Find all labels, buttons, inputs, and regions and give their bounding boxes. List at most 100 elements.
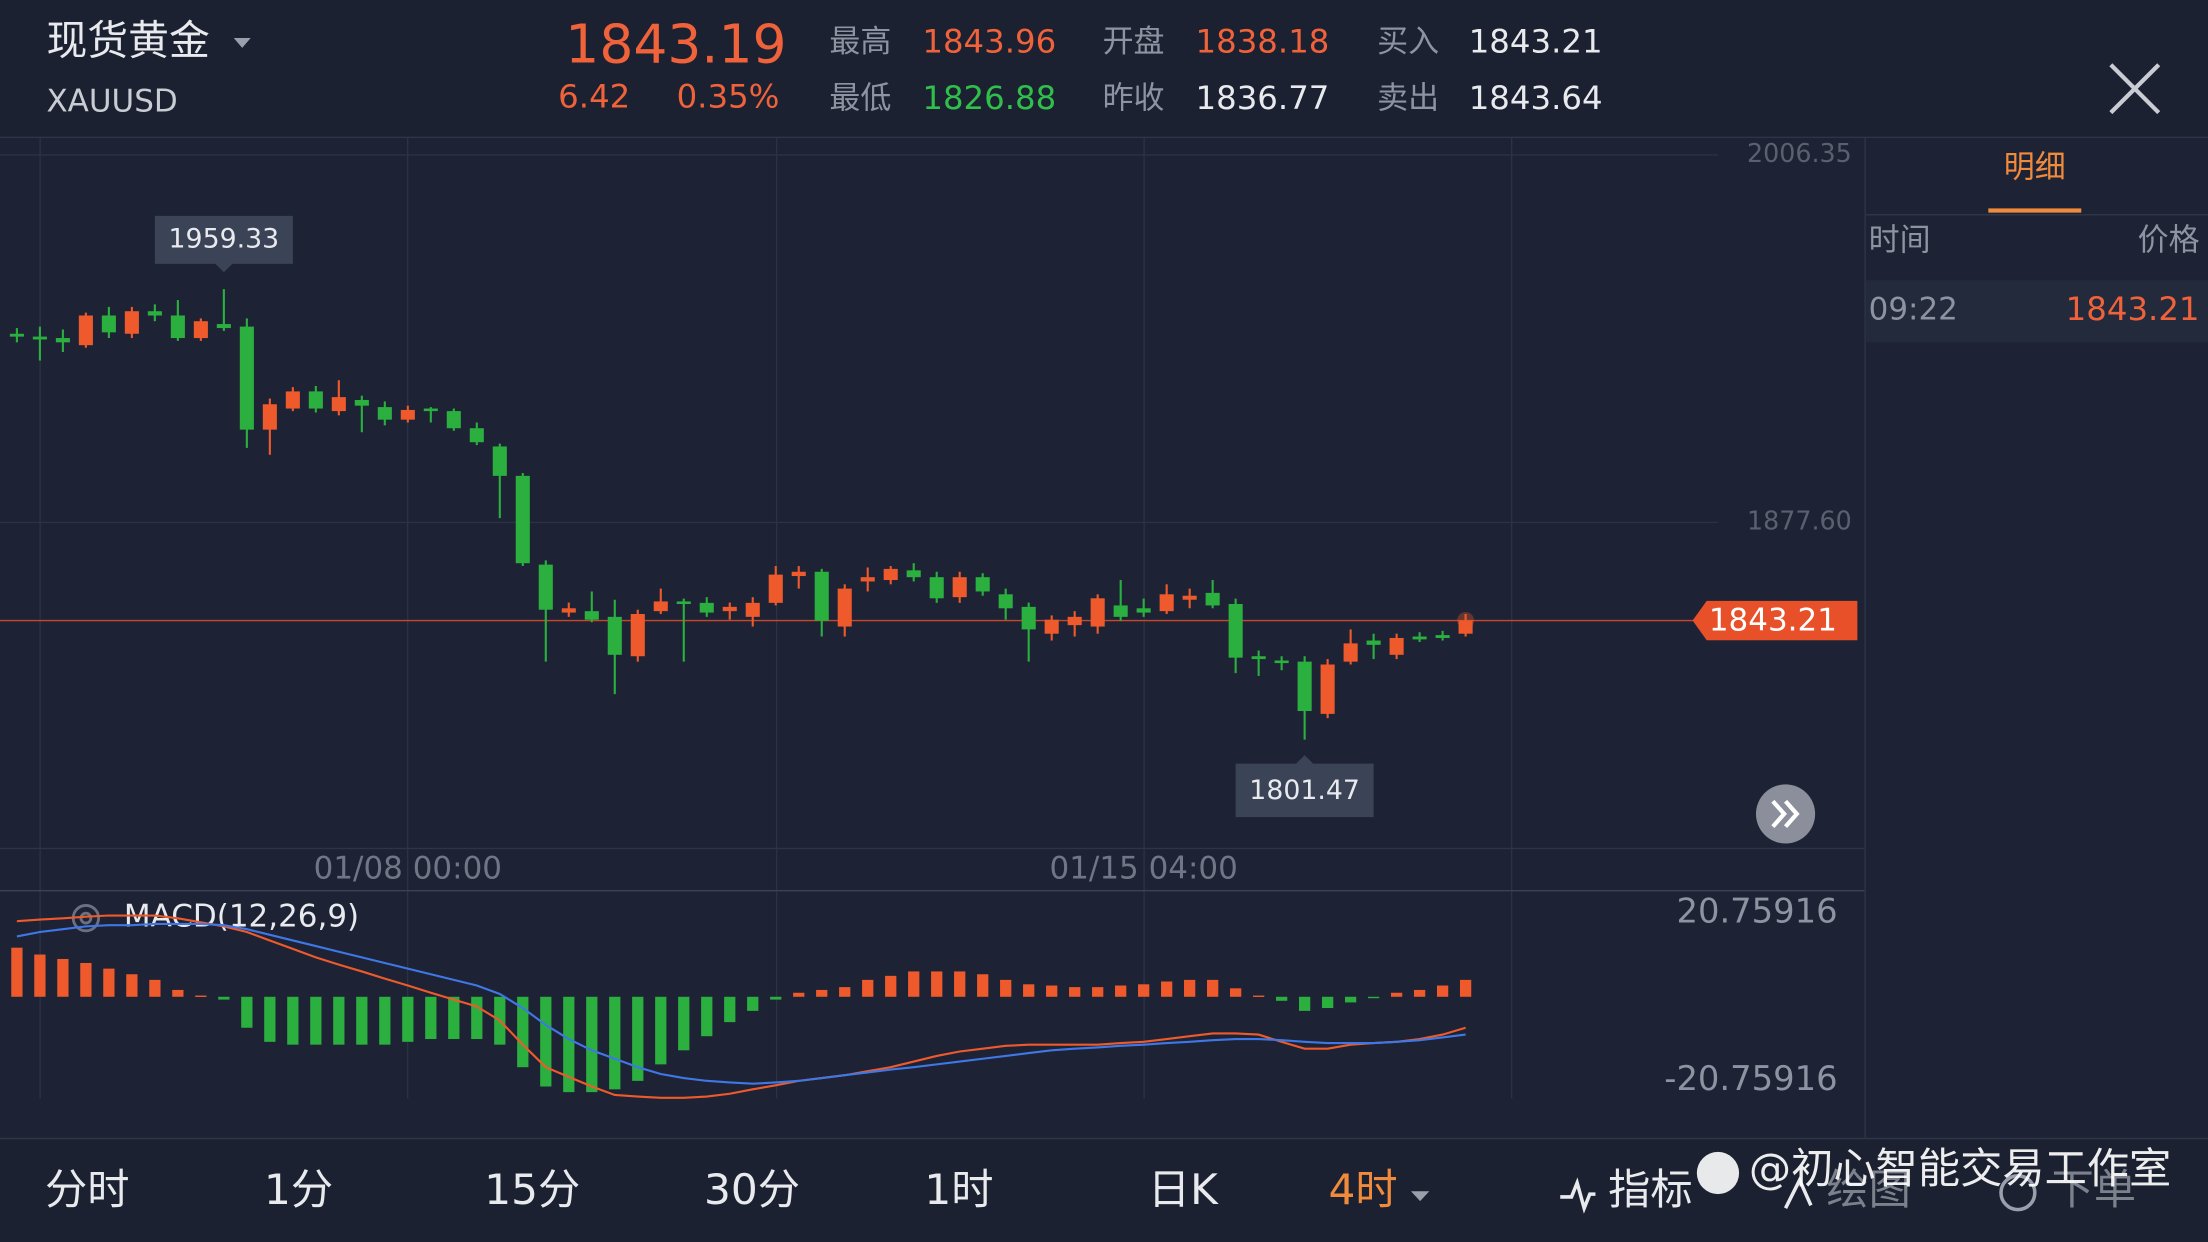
macd-bar (1092, 987, 1104, 997)
candle-body (1412, 636, 1427, 640)
candle-body (1297, 661, 1312, 712)
dropdown-icon[interactable] (233, 38, 251, 48)
candle-body (170, 315, 185, 339)
macd-bar (356, 996, 368, 1045)
candle-body (193, 321, 208, 339)
macd-bar (862, 979, 874, 997)
macd-bar (103, 968, 115, 997)
candle-body (492, 446, 507, 476)
period-tab[interactable]: 4时 (1329, 1165, 1398, 1214)
macd-bar (126, 974, 138, 997)
period-tab[interactable]: 1时 (924, 1165, 993, 1214)
candle-body (653, 601, 668, 612)
candle-body (906, 570, 921, 578)
macd-line (16, 914, 1466, 1099)
candle-body (1274, 660, 1289, 664)
macd-bar (34, 954, 46, 997)
candle-body (101, 315, 116, 333)
column-header: 时间 (1869, 223, 1931, 259)
time-grid (39, 138, 1513, 1099)
stat-value: 1836.77 (1196, 79, 1330, 117)
candle-body (860, 577, 875, 582)
candle-body (377, 407, 392, 420)
x-tick-label: 01/15 04:00 (1049, 851, 1237, 887)
candle-body (354, 399, 369, 406)
candle-body (124, 311, 139, 334)
watermark-logo (1696, 1151, 1740, 1195)
macd-bar (1321, 996, 1334, 1009)
macd-bar (264, 996, 276, 1042)
candle-body (308, 391, 323, 409)
stat-value: 1843.21 (1469, 23, 1603, 61)
candle-body (1067, 616, 1082, 626)
scroll-icon (1771, 799, 1800, 828)
macd-bar (218, 996, 230, 1000)
instrument-name[interactable]: 现货黄金 (46, 17, 209, 65)
detail-row (1865, 280, 2208, 343)
tool-button[interactable]: 绘图 (1826, 1165, 1910, 1214)
candle-body (1320, 664, 1335, 714)
macd-bar (632, 996, 644, 1081)
period-tab[interactable]: 分时 (45, 1165, 129, 1214)
stat-label: 开盘 (1103, 24, 1165, 60)
macd-bar (402, 996, 414, 1042)
macd-bar (241, 996, 253, 1028)
macd-bar (816, 989, 828, 997)
change-pct: 0.35% (677, 78, 780, 116)
header-bar (0, 0, 2208, 137)
indicator-icon (1560, 1177, 1596, 1214)
macd-bar (1023, 984, 1035, 997)
tool-button[interactable]: 下单 (2052, 1165, 2136, 1214)
stat-value: 1843.96 (922, 23, 1056, 61)
low-marker-box (1235, 755, 1374, 818)
stat-value: 1843.64 (1469, 79, 1603, 117)
candle-body (1366, 640, 1381, 645)
macd-bar (333, 996, 345, 1045)
macd-bar (1299, 996, 1311, 1011)
dropdown-icon[interactable] (1410, 1191, 1430, 1202)
macd-bar (11, 947, 23, 997)
macd-bar (1344, 996, 1357, 1003)
macd-bar (540, 996, 552, 1087)
macd-bar (1230, 988, 1242, 997)
macd-bar (793, 992, 805, 997)
candle-body (239, 326, 254, 430)
macd-bar (678, 996, 690, 1051)
macd-bar (448, 996, 460, 1040)
candle-body (676, 601, 691, 605)
candle-body (584, 611, 599, 620)
period-tab[interactable]: 日K (1148, 1165, 1219, 1214)
candle-body (216, 324, 231, 329)
stat-label: 最低 (829, 80, 891, 116)
candle-body (1458, 620, 1473, 634)
candle-body (929, 577, 944, 599)
close-button[interactable] (2109, 63, 2161, 115)
period-tab[interactable]: 1分 (264, 1165, 333, 1214)
high-marker: 1959.33 (169, 223, 280, 254)
macd-bar (586, 996, 598, 1093)
candle-body (55, 338, 70, 343)
y-tick-label: -20.75916 (1664, 1059, 1837, 1098)
stat-label: 昨收 (1103, 80, 1165, 116)
macd-bar (195, 995, 207, 997)
tool-button[interactable]: 指标 (1608, 1165, 1692, 1214)
macd-bar (1207, 979, 1219, 997)
candle-body (814, 571, 829, 621)
detail-tab[interactable]: 明细 (2004, 149, 2066, 185)
macd-bar (80, 962, 92, 997)
candle-body (722, 606, 737, 612)
candle-body (1251, 656, 1266, 660)
macd-bar (1046, 985, 1058, 997)
order-icon (1999, 1174, 2037, 1212)
macd-bar (1000, 979, 1012, 997)
period-tab[interactable]: 30分 (704, 1165, 800, 1214)
candle-body (745, 602, 760, 617)
period-tab[interactable]: 15分 (484, 1165, 580, 1214)
last-price-tag (1692, 600, 1858, 641)
candle-body (1021, 606, 1036, 630)
macd-bar (471, 996, 483, 1040)
price: 1843.19 (565, 13, 786, 76)
candle-body (630, 613, 645, 657)
